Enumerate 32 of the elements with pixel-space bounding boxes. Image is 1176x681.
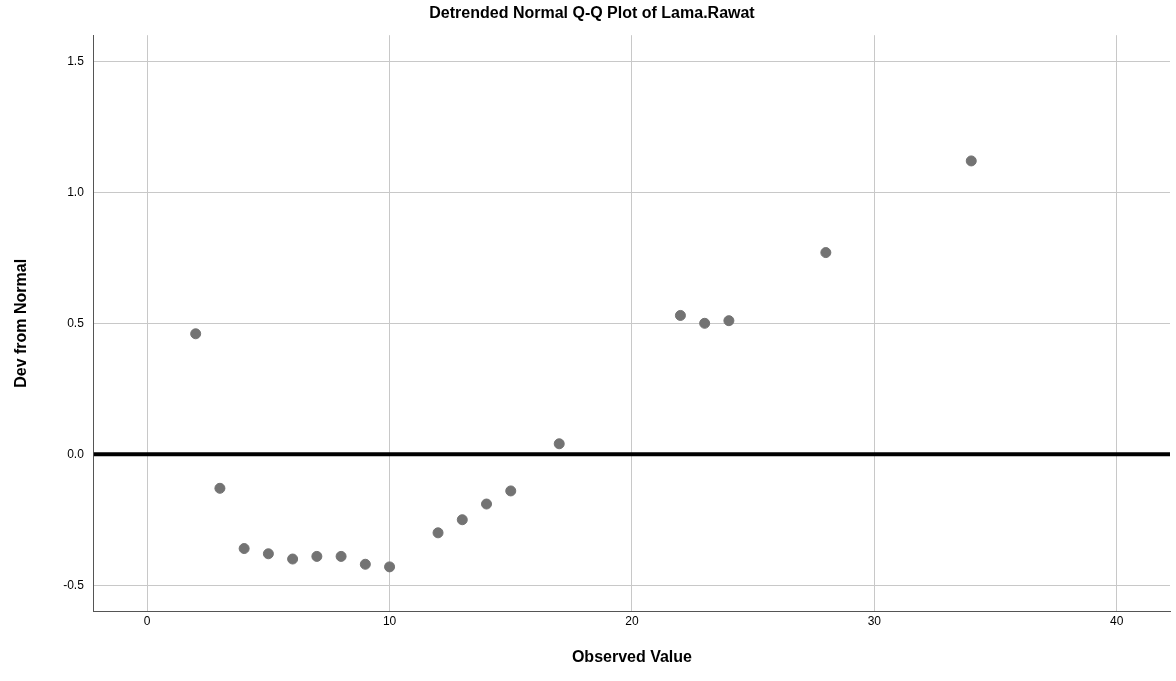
x-tick-label: 40 [1110,613,1124,628]
y-tick-label: 1.5 [67,53,85,68]
point [214,482,226,494]
point [190,328,202,340]
point [262,548,274,560]
point [505,485,517,497]
point [965,155,977,167]
x-tick-label: 20 [625,613,639,628]
y-tick-label: 0.0 [67,446,85,461]
x-tick-label: 30 [867,613,882,628]
point [699,317,711,329]
point [481,498,493,510]
point [287,553,299,565]
x-axis-title: Observed Value [571,647,693,665]
point [820,247,832,259]
point [553,438,565,450]
x-tick-label: 10 [382,613,397,628]
point [456,514,468,526]
x-tick-label: 0 [143,613,151,628]
point [432,527,444,539]
y-tick-label: 0.5 [67,315,85,330]
y-tick-label: 1.0 [67,184,85,199]
point [674,309,686,321]
point [311,550,323,562]
point [238,543,250,555]
point [723,315,735,327]
chart-title: Detrended Normal Q-Q Plot of Lama.Rawat [429,4,756,22]
point [384,561,396,573]
point [335,550,347,562]
y-tick-label: -0.5 [63,577,85,592]
y-axis-title: Dev from Normal [12,258,30,388]
point [359,558,371,570]
